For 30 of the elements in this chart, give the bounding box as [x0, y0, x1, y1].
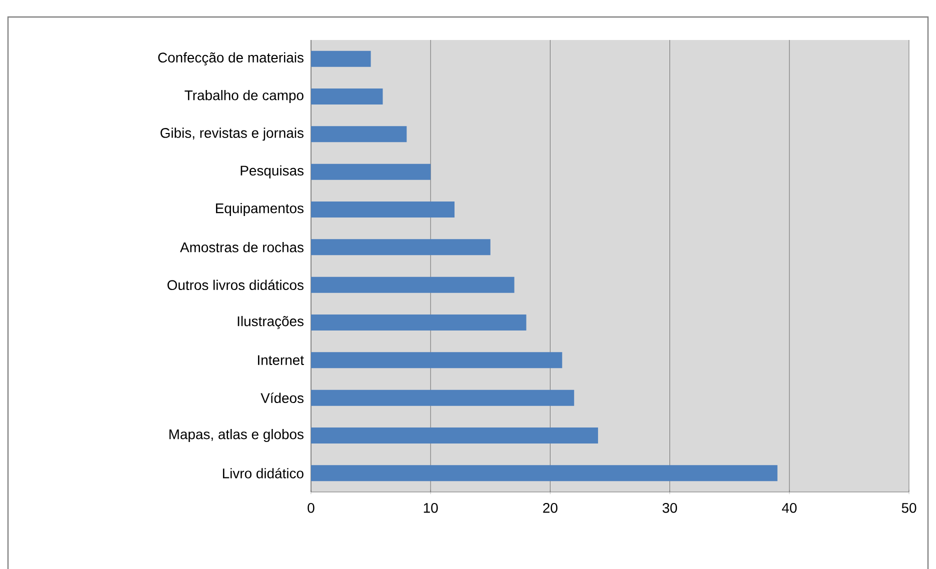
x-tick-label: 50	[902, 502, 916, 513]
bar	[311, 50, 371, 67]
y-tick-label: Gibis, revistas e jornais	[160, 128, 304, 141]
y-tick-label: Amostras de rochas	[180, 242, 304, 252]
y-tick-label: Outros livros didáticos	[167, 280, 304, 290]
bar	[311, 427, 598, 444]
y-tick-label: Ilustrações	[238, 316, 304, 330]
y-tick-label: Pesquisas	[240, 165, 304, 178]
y-tick-label: Confecção de materiais	[158, 52, 304, 66]
bar	[311, 314, 526, 330]
bar	[311, 352, 562, 368]
x-tick-label: 20	[543, 502, 558, 513]
bar	[311, 201, 455, 218]
y-tick-label: Livro didático	[222, 468, 304, 478]
y-tick-label: Trabalho de campo	[184, 90, 304, 103]
bar	[311, 276, 514, 293]
y-tick-label: Mapas, atlas e globos	[169, 428, 304, 442]
x-tick-label: 0	[308, 502, 314, 513]
x-tick-label: 30	[662, 502, 678, 513]
bar	[311, 88, 383, 104]
bar	[311, 164, 431, 180]
bar	[311, 465, 778, 482]
y-tick-label: Equipamentos	[216, 202, 304, 216]
x-tick-label: 10	[424, 502, 438, 513]
bar	[311, 126, 407, 142]
x-tick-label: 40	[782, 502, 797, 513]
y-tick-label: Internet	[258, 355, 304, 366]
y-tick-label: Vídeos	[260, 392, 304, 404]
bar	[311, 239, 490, 256]
bar	[311, 390, 574, 406]
